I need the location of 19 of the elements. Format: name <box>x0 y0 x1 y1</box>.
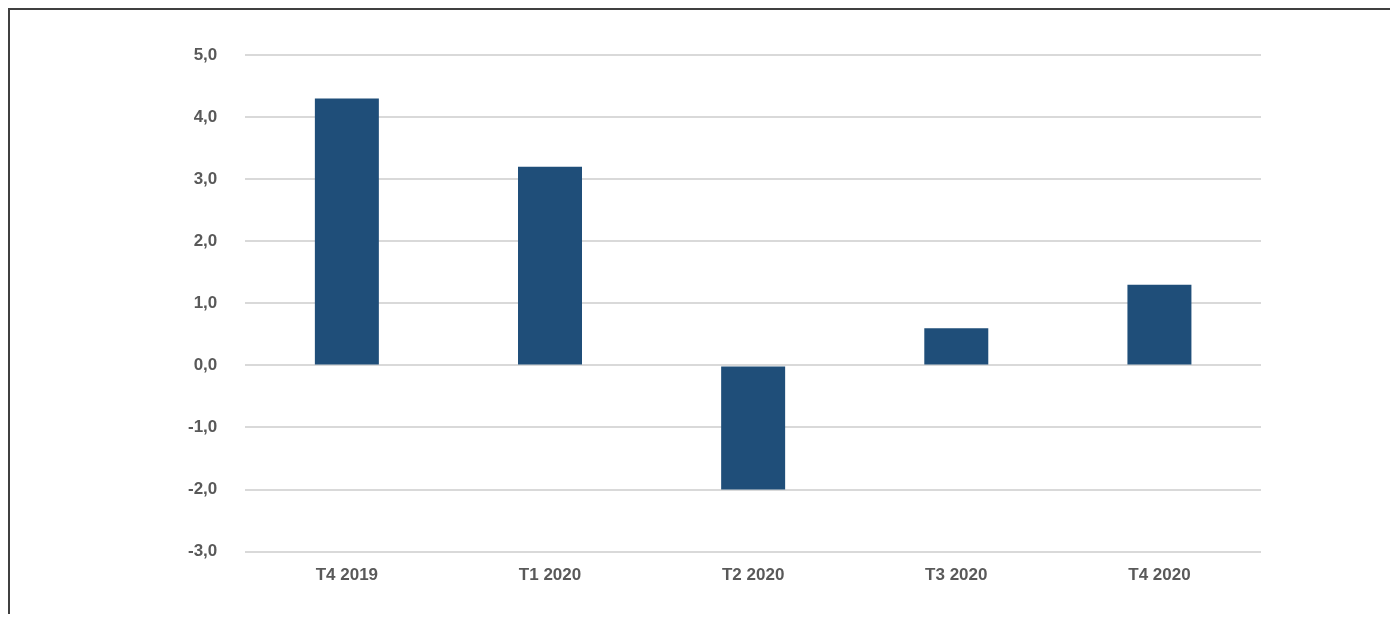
y-tick-label: 4,0 <box>193 106 218 126</box>
bar <box>314 98 379 365</box>
y-tick-label: -3,0 <box>188 541 218 561</box>
bar <box>924 328 989 365</box>
x-tick-label: T4 2020 <box>1128 565 1191 585</box>
bar <box>1127 284 1192 365</box>
bar <box>518 166 582 365</box>
y-tick-label: 0,0 <box>193 355 218 375</box>
bar <box>721 366 786 490</box>
x-tick-label: T3 2020 <box>925 565 988 585</box>
x-tick-label: T4 2019 <box>315 565 379 585</box>
y-tick-label: 1,0 <box>193 292 218 312</box>
y-tick-label: 3,0 <box>193 168 218 188</box>
y-tick-label: -1,0 <box>188 417 218 437</box>
x-tick-label: T2 2020 <box>721 565 785 585</box>
x-tick-label: T1 2020 <box>518 565 582 585</box>
y-tick-label: 5,0 <box>193 44 218 64</box>
y-tick-label: 2,0 <box>193 230 218 250</box>
y-tick-label: -2,0 <box>188 479 218 499</box>
